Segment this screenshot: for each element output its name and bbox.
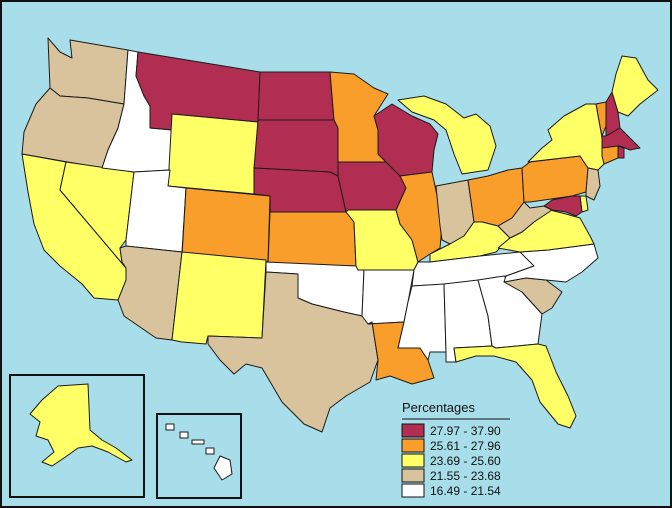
legend-title: Percentages (402, 400, 475, 415)
state-hi-maui (205, 447, 215, 455)
legend-label: 25.61 - 27.96 (430, 439, 501, 453)
state-me (611, 55, 659, 117)
state-hi (213, 455, 233, 481)
legend-label: 27.97 - 37.90 (430, 424, 501, 438)
states-layer (21, 37, 659, 433)
state-ak (29, 383, 133, 467)
state-wy (167, 113, 259, 195)
hawaii-inset-frame (156, 413, 242, 499)
legend-label: 23.69 - 25.60 (430, 454, 501, 468)
state-ri (617, 145, 625, 159)
state-co (181, 187, 271, 263)
state-md (543, 195, 583, 217)
alaska-inset-frame (9, 374, 145, 498)
state-fl (453, 343, 577, 429)
state-nd (257, 71, 335, 121)
legend-swatch (401, 483, 425, 498)
legend-label: 21.55 - 23.68 (430, 469, 501, 483)
state-ct (601, 145, 619, 165)
state-tx (207, 271, 379, 433)
state-hi-group (165, 423, 233, 481)
legend-swatch (401, 468, 425, 483)
state-nj (585, 167, 601, 201)
legend-swatch (401, 438, 425, 453)
state-nm (171, 251, 267, 345)
state-ks (267, 211, 357, 267)
state-wi (373, 103, 439, 177)
legend-swatch (401, 423, 425, 438)
state-hi-oahu (179, 431, 189, 439)
state-hi-molokai (191, 439, 205, 445)
state-sd (253, 119, 339, 177)
legend-swatch (401, 453, 425, 468)
state-mi (397, 95, 497, 175)
state-hi-kauai (165, 423, 175, 431)
state-vt (595, 101, 607, 137)
legend-label: 16.49 - 21.54 (430, 484, 501, 498)
